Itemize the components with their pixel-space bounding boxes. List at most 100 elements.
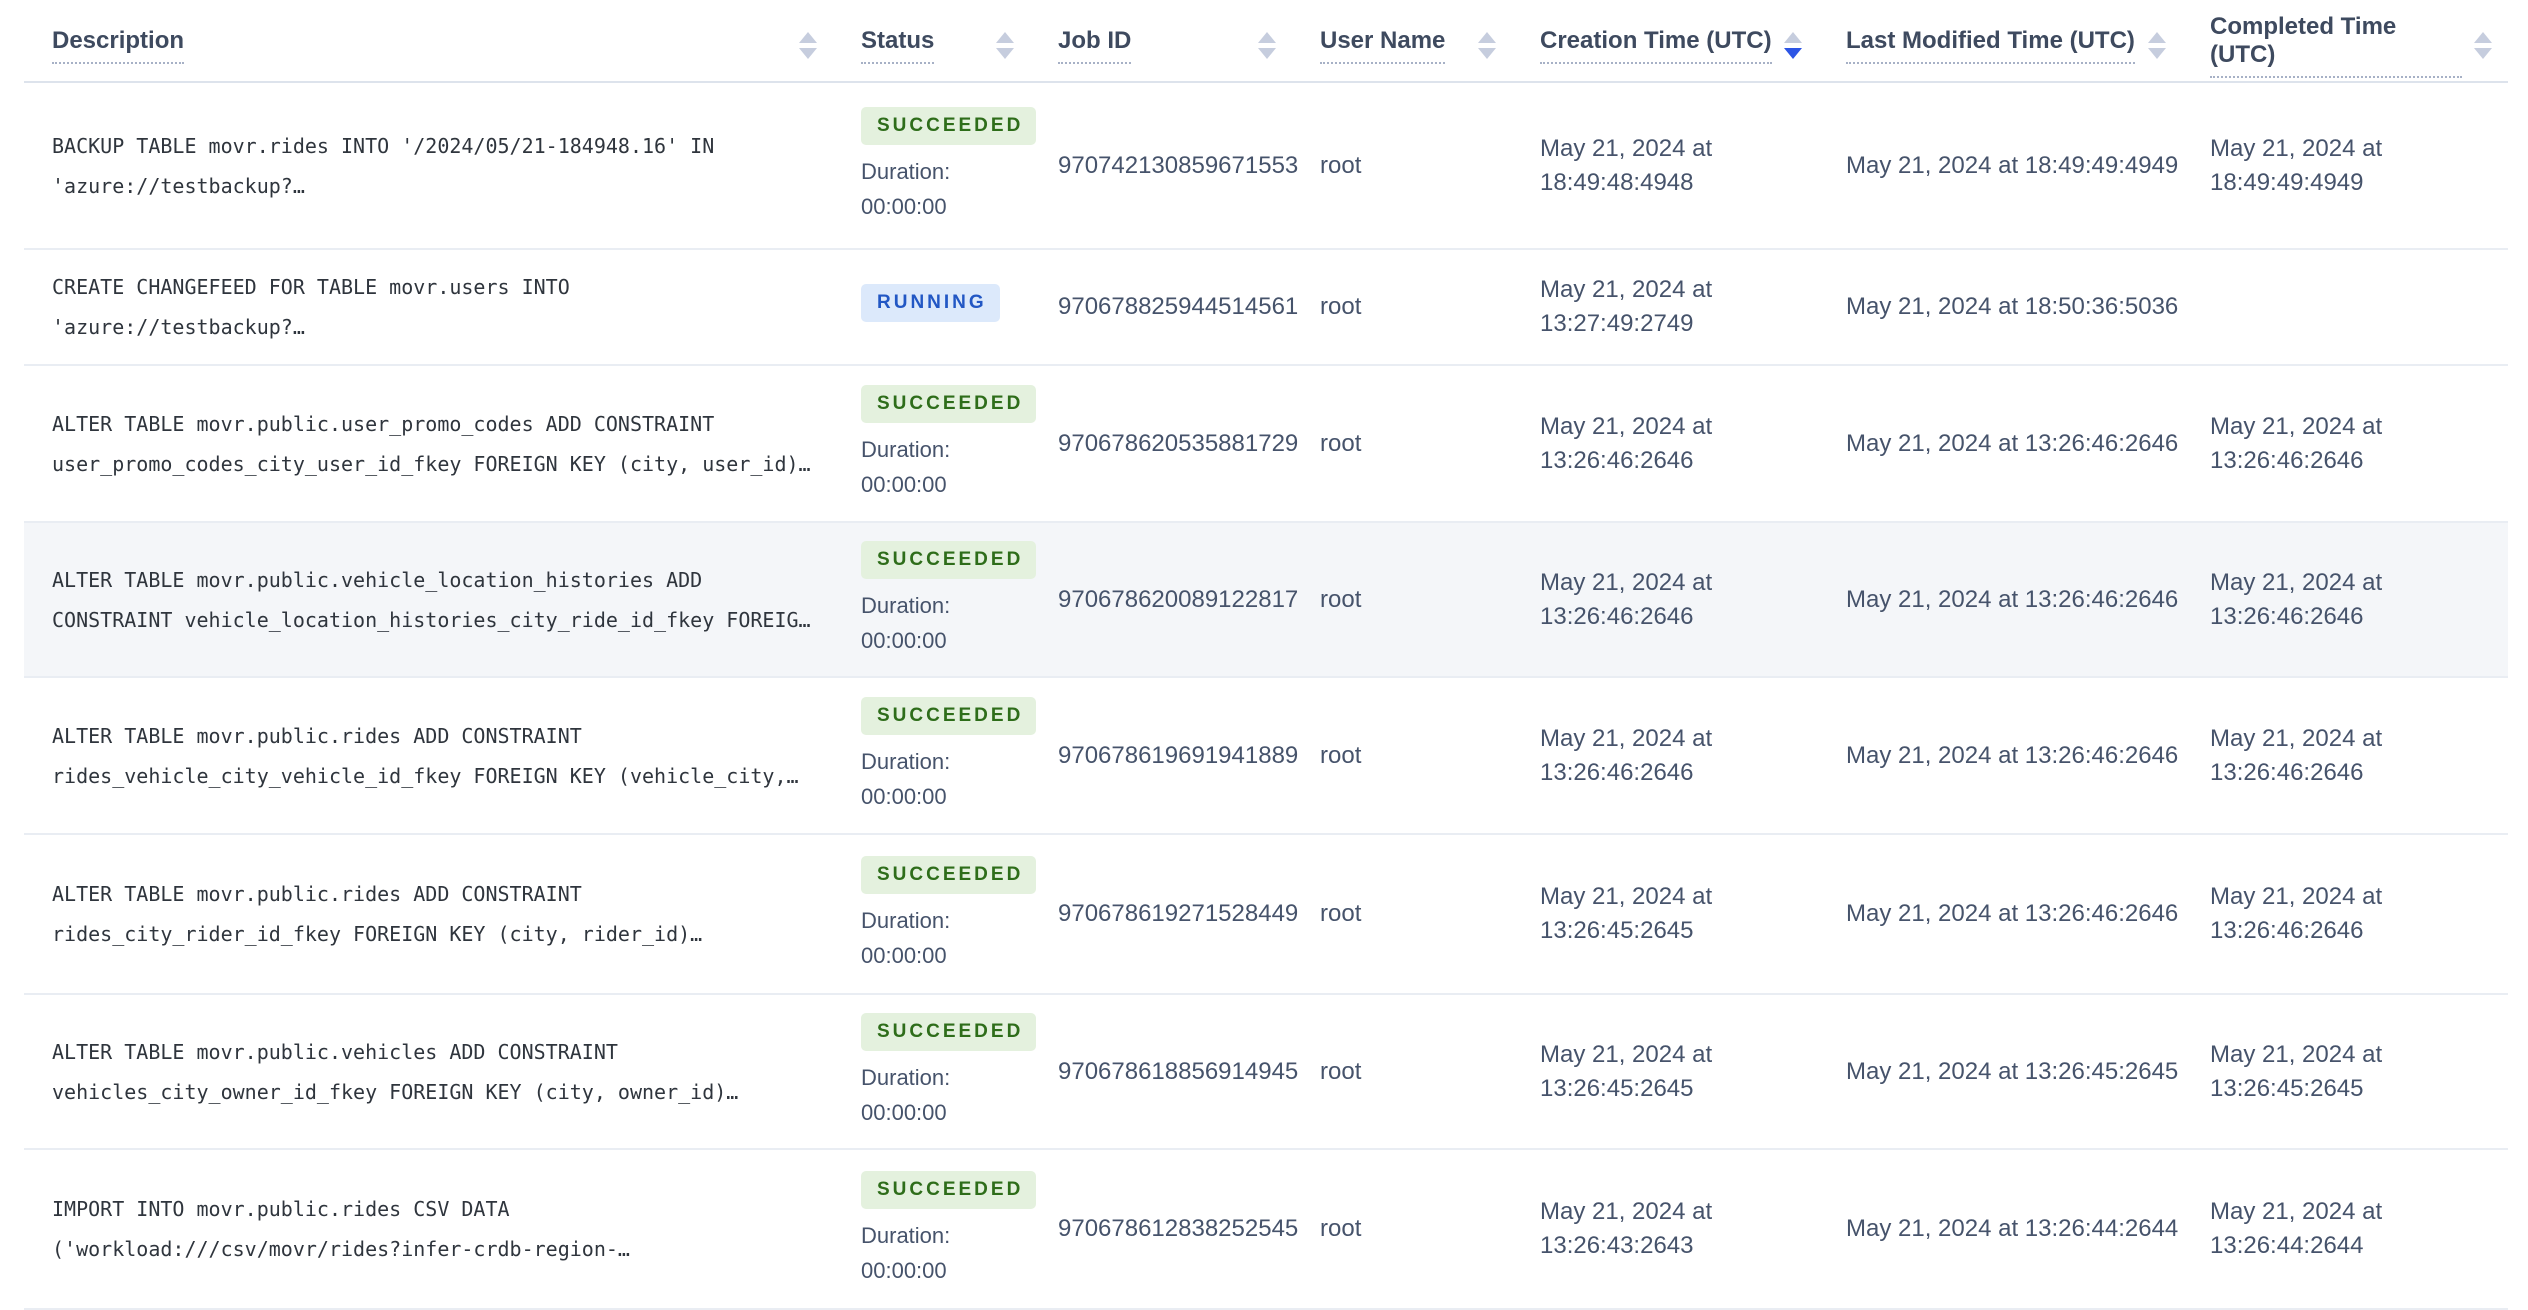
completed-time-cell: May 21, 2024 at 13:26:46:2646 <box>2182 522 2508 677</box>
sort-up-arrow-icon <box>2148 32 2166 43</box>
user-name-cell: root <box>1292 994 1512 1149</box>
job-id-value: 970678619691941889 <box>1058 741 1299 769</box>
table-row: IMPORT INTO movr.public.rides CSV DATA (… <box>24 1149 2508 1309</box>
description-line-1: ALTER TABLE movr.public.user_promo_codes… <box>52 411 715 436</box>
job-description-link[interactable]: IMPORT INTO movr.public.rides CSV DATA (… <box>52 1189 817 1269</box>
sort-icon[interactable] <box>1258 32 1276 59</box>
status-cell: RUNNING <box>833 249 1030 365</box>
description-line-1: ALTER TABLE movr.public.rides ADD CONSTR… <box>52 882 582 906</box>
status-cell: SUCCEEDED Duration: 00:00:00 <box>833 1149 1037 1309</box>
status-badge: SUCCEEDED <box>861 697 1037 735</box>
sort-up-arrow-icon <box>2474 32 2492 43</box>
description-line-2: user_promo_codes_city_user_id_fkey FOREI… <box>52 451 811 476</box>
table-row: ALTER TABLE movr.public.vehicles ADD CON… <box>24 994 2508 1149</box>
duration-block: Duration: 00:00:00 <box>861 903 1014 973</box>
creation-time-cell: May 21, 2024 at 13:26:43:2643 <box>1512 1149 1818 1309</box>
job-description-link[interactable]: ALTER TABLE movr.public.user_promo_codes… <box>52 404 817 484</box>
sort-icon-active[interactable] <box>1784 32 1802 59</box>
description-line-1: BACKUP TABLE movr.rides INTO '/2024/05/2… <box>52 133 715 158</box>
job-id-value: 970678620089122817 <box>1058 585 1299 613</box>
user-name-value: root <box>1320 429 1362 457</box>
user-name-cell: root <box>1292 365 1512 522</box>
user-name-value: root <box>1320 1057 1362 1085</box>
duration-label: Duration: <box>861 159 951 184</box>
status-badge: SUCCEEDED <box>861 1013 1037 1051</box>
last-modified-time-value: May 21, 2024 at 13:26:44:2644 <box>1846 1215 2179 1242</box>
sort-down-arrow-icon <box>1258 48 1276 59</box>
last-modified-time-value: May 21, 2024 at 13:26:45:2645 <box>1846 1057 2179 1085</box>
last-modified-time-cell: May 21, 2024 at 13:26:46:2646 <box>1818 365 2182 522</box>
completed-time-cell <box>2182 249 2508 365</box>
duration-value: 00:00:00 <box>861 628 947 653</box>
column-header-status-label[interactable]: Status <box>861 27 935 64</box>
table-row: ALTER TABLE movr.public.rides ADD CONSTR… <box>24 677 2508 834</box>
sort-icon[interactable] <box>996 32 1014 59</box>
job-description-link[interactable]: BACKUP TABLE movr.rides INTO '/2024/05/2… <box>52 126 817 206</box>
last-modified-time-cell: May 21, 2024 at 13:26:44:2644 <box>1818 1149 2182 1309</box>
job-description-link[interactable]: ALTER TABLE movr.public.vehicle_location… <box>52 560 817 640</box>
duration-block: Duration: 00:00:00 <box>861 432 1014 502</box>
sort-icon[interactable] <box>2474 32 2492 59</box>
column-header-user-name-label[interactable]: User Name <box>1320 27 1446 64</box>
description-line-1: ALTER TABLE movr.public.vehicles ADD CON… <box>52 1039 618 1064</box>
column-header-creation-time-label[interactable]: Creation Time (UTC) <box>1540 27 1772 64</box>
job-id-cell: 970678619691941889 <box>1030 677 1298 834</box>
table-row: BACKUP TABLE movr.rides INTO '/2024/05/2… <box>24 82 2508 249</box>
description-line-1: ALTER TABLE movr.public.rides ADD CONSTR… <box>52 723 582 748</box>
creation-time-cell: May 21, 2024 at 13:26:45:2645 <box>1512 834 1818 994</box>
job-description-link[interactable]: ALTER TABLE movr.public.rides ADD CONSTR… <box>52 716 817 796</box>
user-name-cell: root <box>1292 249 1512 365</box>
sort-up-arrow-icon <box>1258 32 1276 43</box>
column-header-description-label[interactable]: Description <box>52 27 185 64</box>
job-id-cell: 970678619271528449 <box>1030 834 1298 994</box>
last-modified-time-value: May 21, 2024 at 18:49:49:4949 <box>1846 151 2179 179</box>
completed-time-cell: May 21, 2024 at 13:26:46:2646 <box>2182 834 2508 994</box>
job-description-link[interactable]: CREATE CHANGEFEED FOR TABLE movr.users I… <box>52 267 817 347</box>
duration-label: Duration: <box>861 1065 951 1090</box>
duration-label: Duration: <box>861 593 951 618</box>
sort-icon[interactable] <box>799 32 817 59</box>
duration-value: 00:00:00 <box>861 472 947 497</box>
status-cell: SUCCEEDED Duration: 00:00:00 <box>833 994 1037 1149</box>
last-modified-time-cell: May 21, 2024 at 13:26:46:2646 <box>1818 834 2182 994</box>
duration-block: Duration: 00:00:00 <box>861 588 1014 658</box>
completed-time-cell: May 21, 2024 at 13:26:45:2645 <box>2182 994 2508 1149</box>
description-cell: ALTER TABLE movr.public.rides ADD CONSTR… <box>24 677 833 834</box>
column-header-completed-time-label[interactable]: Completed Time (UTC) <box>2210 13 2462 78</box>
sort-up-arrow-icon <box>799 32 817 43</box>
sort-up-arrow-icon <box>996 32 1014 43</box>
column-header-status: Status <box>833 0 1030 83</box>
column-header-creation-time: Creation Time (UTC) <box>1512 0 1818 83</box>
table-row: ALTER TABLE movr.public.rides ADD CONSTR… <box>24 834 2508 994</box>
description-cell: BACKUP TABLE movr.rides INTO '/2024/05/2… <box>24 82 833 249</box>
description-cell: IMPORT INTO movr.public.rides CSV DATA (… <box>24 1149 833 1309</box>
creation-time-value: May 21, 2024 at 13:26:46:2646 <box>1540 412 1713 474</box>
column-header-last-modified-time-label[interactable]: Last Modified Time (UTC) <box>1846 27 2135 64</box>
sort-icon[interactable] <box>1478 32 1496 59</box>
status-cell: SUCCEEDED Duration: 00:00:00 <box>833 82 1037 249</box>
last-modified-time-cell: May 21, 2024 at 13:26:45:2645 <box>1818 994 2182 1149</box>
duration-block: Duration: 00:00:00 <box>861 744 1014 814</box>
description-cell: ALTER TABLE movr.public.user_promo_codes… <box>24 365 833 522</box>
column-header-user-name: User Name <box>1292 0 1512 83</box>
job-id-cell: 970742130859671553 <box>1030 82 1298 249</box>
completed-time-value: May 21, 2024 at 13:26:46:2646 <box>2210 568 2383 630</box>
job-id-value: 970678618856914945 <box>1058 1057 1299 1085</box>
description-cell: ALTER TABLE movr.public.rides ADD CONSTR… <box>24 834 833 994</box>
column-header-job-id-label[interactable]: Job ID <box>1058 27 1132 64</box>
last-modified-time-value: May 21, 2024 at 13:26:46:2646 <box>1846 585 2179 613</box>
job-description-link[interactable]: ALTER TABLE movr.public.rides ADD CONSTR… <box>52 874 817 954</box>
job-description-link[interactable]: ALTER TABLE movr.public.vehicles ADD CON… <box>52 1032 817 1112</box>
creation-time-cell: May 21, 2024 at 13:26:46:2646 <box>1512 677 1818 834</box>
column-header-description: Description <box>24 0 833 83</box>
job-id-cell: 970678620089122817 <box>1030 522 1298 677</box>
creation-time-value: May 21, 2024 at 13:26:46:2646 <box>1540 568 1713 630</box>
last-modified-time-value: May 21, 2024 at 13:26:46:2646 <box>1846 900 2179 927</box>
sort-up-arrow-icon <box>1784 32 1802 43</box>
sort-icon[interactable] <box>2148 32 2166 59</box>
job-id-value: 970678612838252545 <box>1058 1215 1299 1242</box>
status-badge: SUCCEEDED <box>861 385 1037 423</box>
completed-time-value: May 21, 2024 at 13:26:46:2646 <box>2210 412 2383 474</box>
completed-time-value: May 21, 2024 at 18:49:49:4949 <box>2210 134 2383 196</box>
user-name-cell: root <box>1292 82 1512 249</box>
